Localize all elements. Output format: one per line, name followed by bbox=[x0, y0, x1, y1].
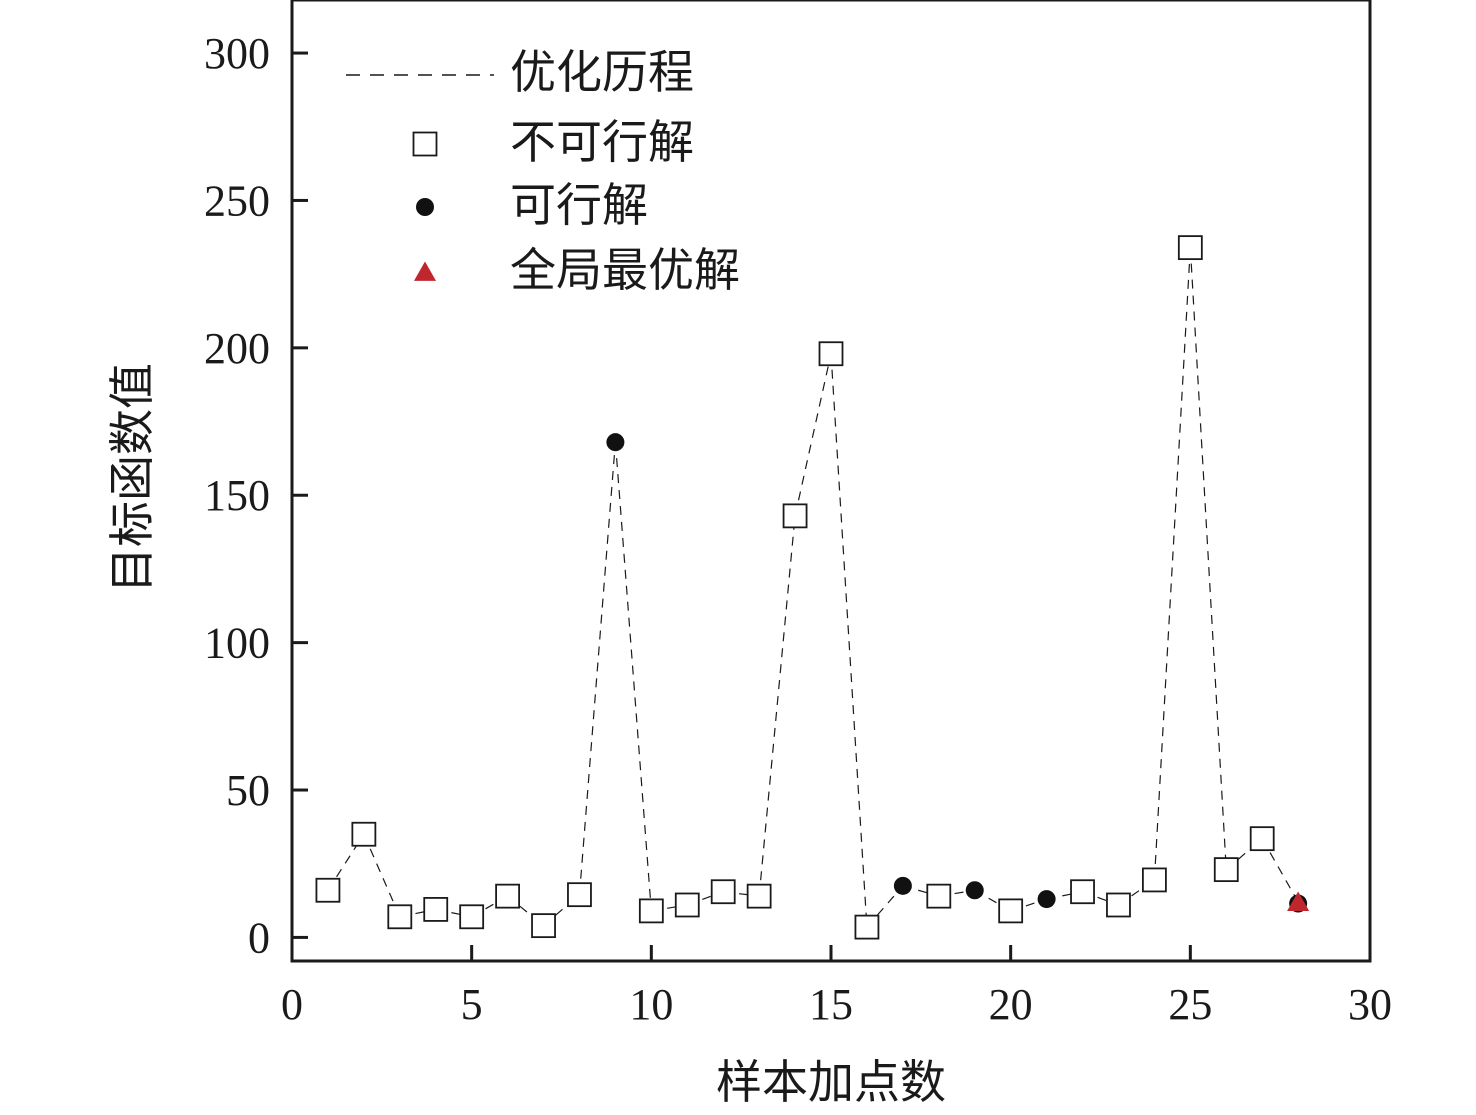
x-tick-label: 5 bbox=[461, 980, 483, 1029]
history-segment bbox=[830, 353, 868, 928]
legend-history-label: 优化历程 bbox=[510, 45, 694, 99]
infeasible-point bbox=[1070, 879, 1095, 905]
infeasible-point bbox=[531, 913, 556, 939]
infeasible-point bbox=[782, 503, 808, 529]
infeasible-point bbox=[1249, 826, 1275, 852]
data-markers bbox=[315, 235, 1310, 940]
infeasible-point bbox=[1213, 857, 1239, 883]
plot-frame bbox=[290, 0, 1372, 963]
history-segment bbox=[758, 515, 796, 897]
y-tick-label: 100 bbox=[204, 619, 270, 668]
y-axis-label: 目标函数值 bbox=[105, 363, 159, 593]
feasible-point bbox=[893, 876, 912, 895]
x-axis-label: 样本加点数 bbox=[716, 1055, 946, 1109]
legend-label: 可行解 bbox=[510, 178, 648, 232]
x-tick-label: 25 bbox=[1168, 980, 1212, 1029]
y-tick-label: 200 bbox=[204, 324, 270, 373]
infeasible-point bbox=[638, 898, 664, 924]
infeasible-point bbox=[998, 898, 1024, 924]
infeasible-point bbox=[926, 883, 952, 909]
feasible-point bbox=[965, 881, 984, 900]
infeasible-point bbox=[1177, 235, 1203, 261]
infeasible-point bbox=[315, 877, 341, 903]
feasible-point bbox=[606, 433, 625, 452]
y-tick-label: 250 bbox=[204, 176, 270, 225]
x-tick-label: 20 bbox=[989, 980, 1033, 1029]
infeasible-point bbox=[674, 892, 700, 918]
y-tick-label: 150 bbox=[204, 471, 270, 520]
infeasible-point bbox=[351, 821, 377, 847]
history-segment bbox=[1189, 247, 1227, 870]
x-tick-label: 30 bbox=[1348, 980, 1392, 1029]
optimization-history-line bbox=[327, 247, 1299, 928]
legend-label: 不可行解 bbox=[510, 115, 694, 169]
infeasible-point bbox=[710, 879, 736, 905]
history-segment bbox=[1153, 247, 1191, 880]
legend-swatch bbox=[413, 261, 437, 281]
feasible-point bbox=[1037, 890, 1056, 909]
infeasible-point bbox=[818, 341, 844, 367]
infeasible-point bbox=[1142, 867, 1167, 893]
x-tick-label: 0 bbox=[281, 980, 303, 1029]
infeasible-point bbox=[459, 904, 485, 930]
infeasible-point bbox=[423, 897, 449, 922]
history-segment bbox=[1261, 838, 1299, 903]
infeasible-point bbox=[495, 883, 521, 909]
infeasible-point bbox=[387, 904, 413, 930]
history-segment bbox=[794, 353, 832, 517]
infeasible-point bbox=[854, 914, 880, 940]
history-segment bbox=[614, 442, 652, 911]
y-tick-label: 0 bbox=[248, 913, 270, 962]
x-tick-label: 10 bbox=[629, 980, 673, 1029]
legend-swatch bbox=[412, 131, 438, 157]
y-tick-label: 300 bbox=[204, 29, 270, 78]
infeasible-point bbox=[1106, 892, 1131, 918]
legend-swatch bbox=[416, 198, 434, 216]
y-tick-label: 50 bbox=[226, 766, 270, 815]
infeasible-point bbox=[567, 882, 592, 908]
history-segment bbox=[578, 442, 616, 895]
global-optimum-point bbox=[1287, 891, 1310, 911]
x-tick-label: 15 bbox=[809, 980, 853, 1029]
legend-label: 全局最优解 bbox=[510, 243, 740, 297]
infeasible-point bbox=[746, 883, 772, 909]
